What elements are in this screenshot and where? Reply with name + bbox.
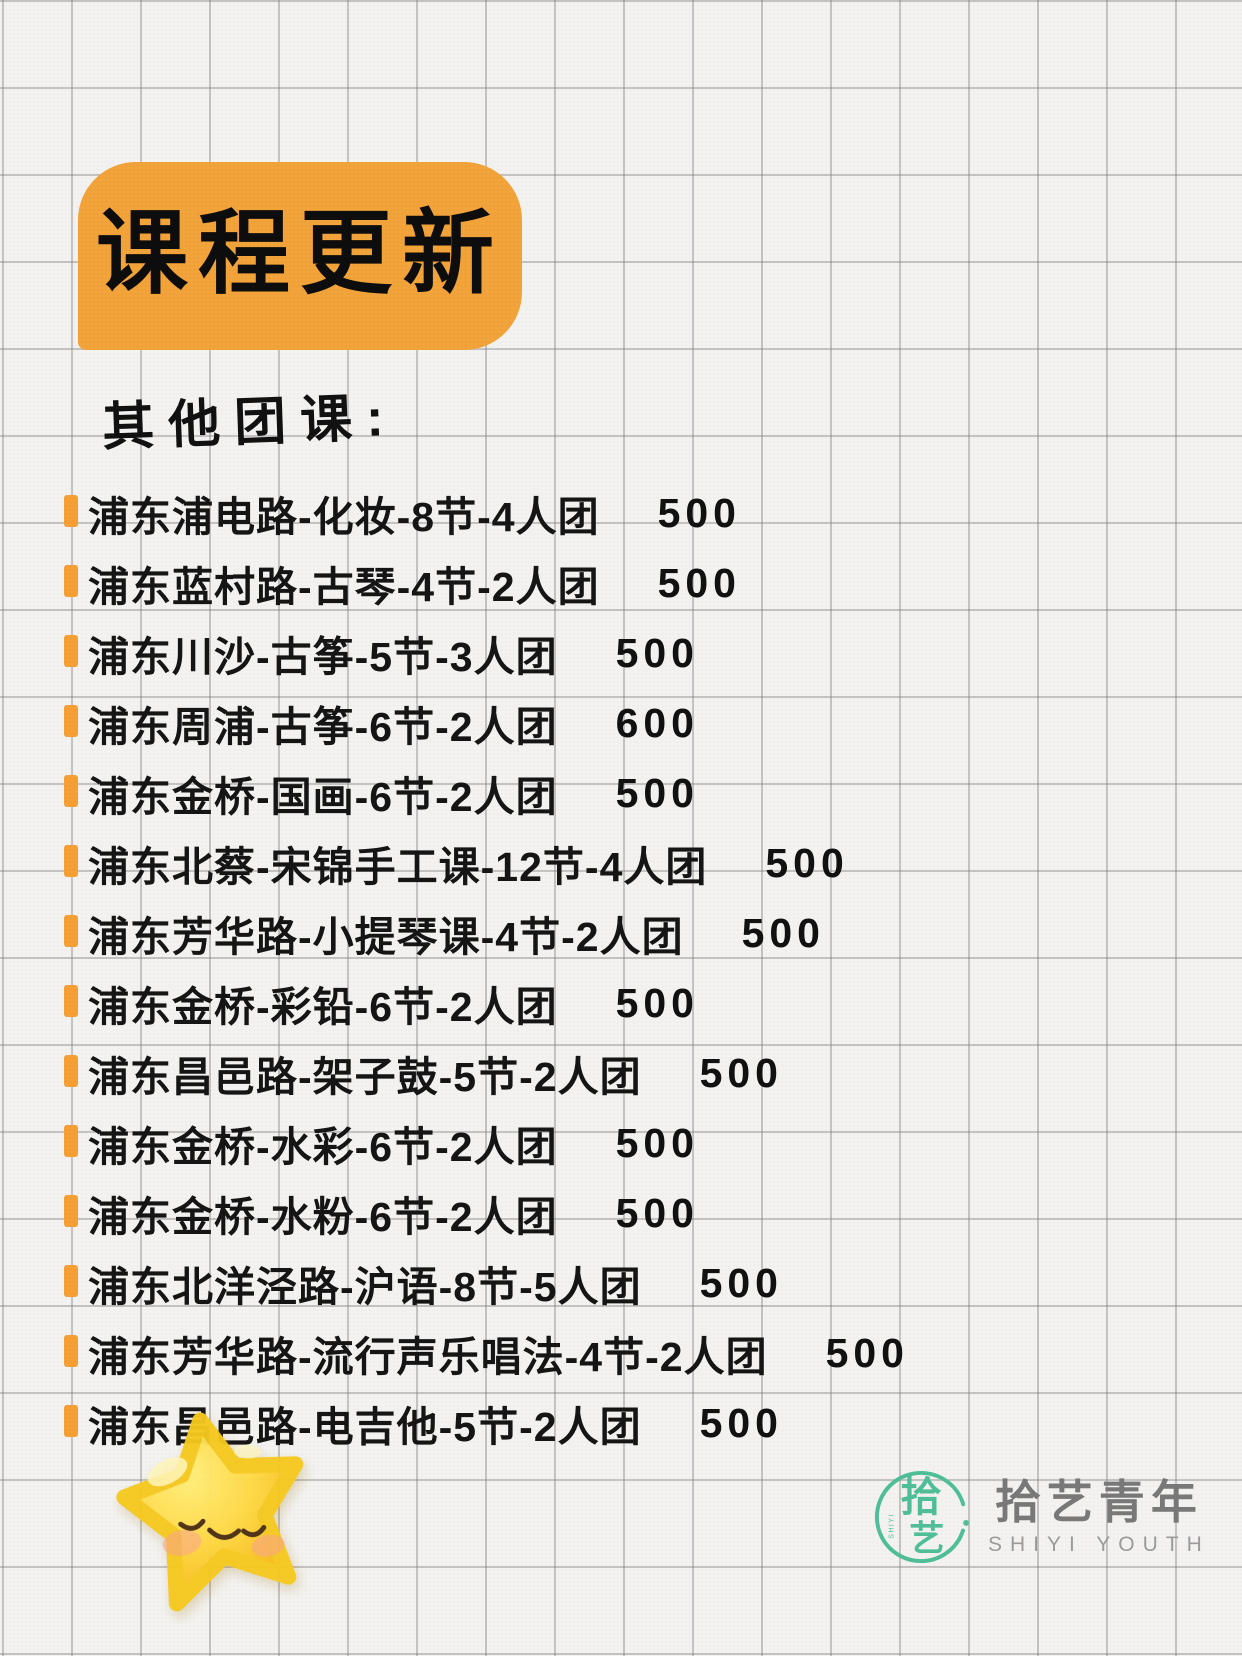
course-price: 500	[699, 1049, 783, 1096]
bullet-icon	[64, 705, 78, 737]
brand-name-en: SHIYI YOUTH	[988, 1533, 1210, 1557]
course-price: 500	[615, 979, 699, 1026]
bullet-icon	[64, 1405, 78, 1437]
bullet-icon	[64, 985, 78, 1017]
title-badge: 课程更新	[78, 162, 522, 350]
course-price: 600	[615, 699, 699, 746]
logo-side-text: SHIYI	[889, 1513, 896, 1538]
bullet-icon	[64, 845, 78, 877]
bullet-icon	[64, 1265, 78, 1297]
logo-char-top: 拾	[900, 1474, 941, 1520]
bullet-icon	[64, 1195, 78, 1227]
course-text: 浦东北蔡-宋锦手工课-12节-4人团	[88, 844, 708, 890]
course-price: 500	[657, 559, 741, 606]
course-text: 浦东北洋泾路-沪语-8节-5人团	[88, 1264, 642, 1310]
course-price: 500	[615, 629, 699, 676]
course-row: 浦东周浦-古筝-6节-2人团 600	[64, 688, 1214, 758]
course-text: 浦东芳华路-小提琴课-4节-2人团	[88, 914, 684, 960]
course-row: 浦东金桥-彩铅-6节-2人团 500	[64, 968, 1214, 1038]
brand-name-cn: 拾艺青年	[994, 1475, 1203, 1528]
shiyi-circle-logo-icon: 拾 艺 SHIYI	[874, 1470, 970, 1564]
course-text: 浦东金桥-水彩-6节-2人团	[88, 1124, 558, 1170]
bullet-icon	[64, 775, 78, 807]
section-subtitle: 其他团课:	[101, 388, 399, 458]
course-price: 500	[765, 839, 849, 886]
course-row: 浦东浦电路-化妆-8节-4人团 500	[64, 478, 1214, 548]
course-price: 500	[741, 909, 825, 956]
course-list: 浦东浦电路-化妆-8节-4人团 500 浦东蓝村路-古琴-4节-2人团 500 …	[64, 478, 1214, 1458]
course-row: 浦东金桥-水彩-6节-2人团 500	[64, 1108, 1214, 1178]
brand-footer: 拾 艺 SHIYI 拾艺青年 SHIYI YOUTH	[872, 1468, 1210, 1566]
bullet-icon	[64, 1055, 78, 1087]
bullet-icon	[64, 495, 78, 527]
bullet-icon	[64, 1125, 78, 1157]
course-text: 浦东昌邑路-架子鼓-5节-2人团	[88, 1054, 642, 1100]
course-row: 浦东北蔡-宋锦手工课-12节-4人团 500	[64, 828, 1214, 898]
course-price: 500	[657, 489, 741, 536]
course-text: 浦东芳华路-流行声乐唱法-4节-2人团	[88, 1334, 768, 1380]
page-title: 课程更新	[95, 203, 504, 305]
course-price: 500	[615, 1189, 699, 1236]
course-row: 浦东芳华路-小提琴课-4节-2人团 500	[64, 898, 1214, 968]
course-row: 浦东昌邑路-架子鼓-5节-2人团 500	[64, 1038, 1214, 1108]
course-text: 浦东金桥-彩铅-6节-2人团	[88, 984, 558, 1030]
course-price: 500	[699, 1399, 783, 1446]
bullet-icon	[64, 565, 78, 597]
brand-text: 拾艺青年 SHIYI YOUTH	[988, 1477, 1210, 1558]
course-row: 浦东金桥-国画-6节-2人团 500	[64, 758, 1214, 828]
course-text: 浦东金桥-水粉-6节-2人团	[88, 1194, 558, 1240]
course-row: 浦东川沙-古筝-5节-3人团 500	[64, 618, 1214, 688]
bullet-icon	[64, 1335, 78, 1367]
course-text: 浦东昌邑路-电吉他-5节-2人团	[88, 1404, 642, 1450]
logo-char-bottom: 艺	[909, 1519, 944, 1558]
course-text: 浦东金桥-国画-6节-2人团	[88, 774, 558, 820]
course-text: 浦东川沙-古筝-5节-3人团	[88, 634, 558, 680]
course-row: 浦东昌邑路-电吉他-5节-2人团 500	[64, 1388, 1214, 1458]
course-row: 浦东蓝村路-古琴-4节-2人团 500	[64, 548, 1214, 618]
course-row: 浦东金桥-水粉-6节-2人团 500	[64, 1178, 1214, 1248]
course-text: 浦东浦电路-化妆-8节-4人团	[88, 494, 600, 540]
course-price: 500	[615, 769, 699, 816]
course-row: 浦东芳华路-流行声乐唱法-4节-2人团 500	[64, 1318, 1214, 1388]
course-price: 500	[615, 1119, 699, 1166]
course-price: 500	[825, 1329, 909, 1376]
course-text: 浦东周浦-古筝-6节-2人团	[88, 704, 558, 750]
course-row: 浦东北洋泾路-沪语-8节-5人团 500	[64, 1248, 1214, 1318]
bullet-icon	[64, 635, 78, 667]
course-text: 浦东蓝村路-古琴-4节-2人团	[88, 564, 600, 610]
smiling-star-sticker-icon	[116, 1412, 304, 1612]
course-price: 500	[699, 1259, 783, 1306]
bullet-icon	[64, 915, 78, 947]
